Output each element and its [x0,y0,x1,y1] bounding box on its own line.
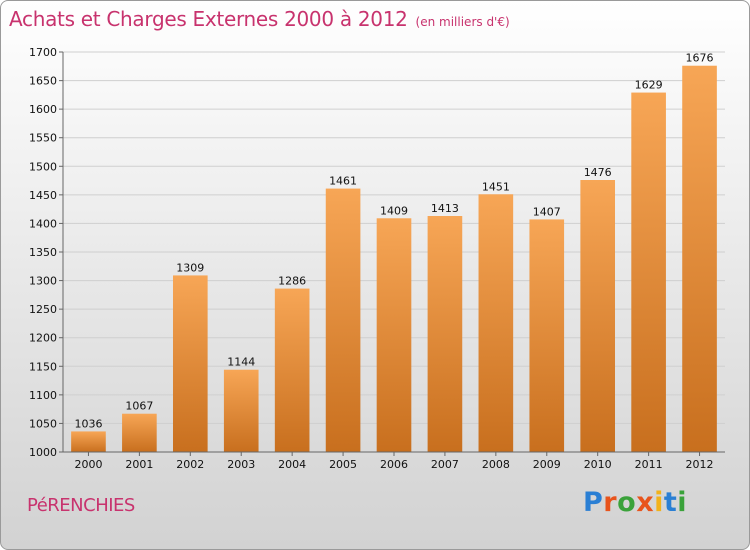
y-tick-label: 1000 [29,446,57,459]
logo-letter: t [663,487,678,518]
data-label: 1451 [482,180,510,193]
bar [478,194,514,453]
data-label: 1413 [431,202,459,215]
x-tick-label: 2008 [482,458,510,471]
bar [376,218,412,452]
bar [325,188,361,453]
logo-letter: o [617,487,637,518]
bar [71,431,106,452]
x-tick-label: 2004 [278,458,306,471]
title-unit: (en milliers d'€) [415,15,510,29]
bar [274,288,310,452]
logo-letter: x [636,487,655,518]
chart-title: Achats et Charges Externes 2000 à 2012 (e… [9,7,510,31]
y-tick-label: 1300 [29,275,57,288]
bar [427,216,463,452]
y-tick-label: 1700 [29,46,57,59]
y-tick-label: 1500 [29,160,57,173]
commune-name: PéRENCHIES [27,495,135,516]
proxiti-logo: Proxiti [583,487,687,518]
logo-letter: i [677,487,688,518]
logo-letter: r [603,487,618,518]
data-label: 1067 [125,400,153,413]
y-tick-label: 1250 [29,303,57,316]
title-text: Achats et Charges Externes 2000 à 2012 [9,7,408,31]
x-tick-label: 2000 [74,458,102,471]
bar [631,92,666,453]
bar [122,413,157,452]
x-tick-label: 2001 [125,458,153,471]
data-label: 1407 [533,205,561,218]
data-label: 1144 [227,356,255,369]
data-label: 1461 [329,175,357,188]
data-label: 1286 [278,275,306,288]
bar [682,65,717,452]
axes: 1000 1050 1100 1150 1200 1250 1300 1350 1400 1450… [29,46,725,471]
data-label: 1309 [176,261,204,274]
bar [580,180,616,452]
y-tick-label: 1450 [29,189,57,202]
x-tick-label: 2012 [686,458,714,471]
logo-letter: P [583,487,604,518]
x-tick-label: 2003 [227,458,255,471]
x-tick-label: 2010 [584,458,612,471]
data-label: 1629 [635,79,663,92]
bar [529,219,565,452]
data-label: 1676 [686,52,714,65]
y-tick-label: 1400 [29,217,57,230]
logo-letter: i [654,487,664,518]
y-tick-label: 1650 [29,75,57,88]
y-tick-label: 1150 [29,360,57,373]
x-tick-label: 2011 [635,458,663,471]
data-label: 1409 [380,204,408,217]
y-tick-label: 1050 [29,417,57,430]
bar [223,369,259,452]
bar [172,275,208,452]
data-label: 1036 [74,417,102,430]
y-tick-label: 1200 [29,332,57,345]
data-label: 1476 [584,166,612,179]
x-tick-label: 2006 [380,458,408,471]
y-tick-label: 1100 [29,389,57,402]
y-tick-label: 1350 [29,246,57,259]
x-tick-label: 2007 [431,458,459,471]
x-tick-label: 2009 [533,458,561,471]
bars: 1036 1067 1309 1144 1286 1461 1409 1413 1451 1407… [71,52,717,453]
y-tick-label: 1600 [29,103,57,116]
y-tick-label: 1550 [29,132,57,145]
x-tick-label: 2002 [176,458,204,471]
x-tick-label: 2005 [329,458,357,471]
